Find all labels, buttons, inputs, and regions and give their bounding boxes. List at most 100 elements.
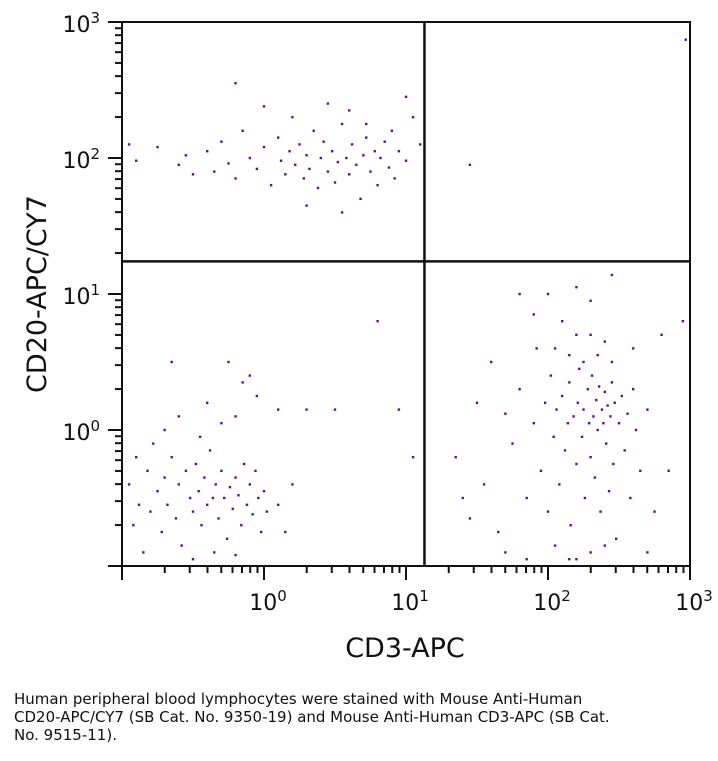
data-point: [326, 102, 330, 105]
data-point: [404, 159, 408, 162]
data-point: [552, 435, 555, 438]
data-point: [312, 129, 315, 132]
data-point: [404, 95, 408, 98]
data-point: [603, 390, 606, 394]
data-point: [248, 483, 251, 486]
data-point: [294, 163, 297, 166]
data-point: [365, 122, 368, 126]
data-point: [546, 292, 550, 296]
data-point: [184, 469, 188, 472]
data-point: [558, 483, 561, 486]
data-point: [197, 490, 200, 493]
data-point: [262, 105, 266, 108]
data-point: [127, 483, 131, 486]
data-point: [653, 510, 656, 513]
data-point: [497, 530, 500, 534]
data-point: [198, 435, 202, 438]
data-point: [535, 347, 538, 350]
data-point: [599, 510, 602, 513]
data-point: [580, 435, 584, 438]
data-point: [605, 442, 608, 445]
data-point: [184, 154, 188, 157]
data-point: [504, 551, 507, 554]
data-point: [553, 544, 557, 547]
data-point: [575, 558, 578, 561]
data-point: [137, 503, 141, 506]
flow-cytometry-scatter-plot: 100 101 102 103 100 101 102 103 CD3-APC CD20-AP…: [22, 9, 713, 664]
data-point: [316, 186, 320, 190]
data-point: [348, 109, 351, 112]
data-point: [156, 490, 159, 493]
data-point: [234, 476, 237, 479]
data-point: [620, 394, 624, 398]
data-point: [350, 143, 354, 146]
data-point: [634, 428, 638, 432]
data-point: [206, 401, 209, 404]
figure-caption: Human peripheral blood lymphocytes were …: [14, 690, 610, 744]
data-point: [166, 503, 169, 506]
data-point: [511, 442, 514, 445]
data-point: [681, 320, 685, 323]
data-point: [163, 428, 166, 432]
data-point: [255, 394, 259, 398]
data-point: [156, 145, 159, 149]
data-point: [355, 163, 358, 166]
data-point: [305, 154, 308, 157]
data-point: [234, 415, 237, 418]
data-point: [532, 313, 535, 316]
data-point: [578, 367, 581, 370]
data-point: [132, 524, 135, 527]
data-point: [376, 184, 379, 187]
data-point: [177, 483, 180, 486]
data-point: [555, 408, 558, 411]
data-point: [206, 150, 209, 153]
data-point: [376, 320, 379, 323]
data-point: [646, 408, 649, 411]
data-point: [163, 476, 166, 479]
data-point: [227, 162, 230, 165]
data-point: [614, 537, 618, 540]
data-points: [127, 38, 687, 561]
data-point: [214, 483, 217, 486]
data-point: [265, 510, 269, 513]
data-point: [606, 404, 609, 407]
data-point: [188, 496, 192, 500]
data-point: [595, 398, 598, 402]
data-point: [203, 476, 206, 479]
data-point: [490, 360, 493, 364]
data-point: [302, 177, 305, 180]
y-tick-label: 100: [62, 417, 100, 446]
data-point: [626, 412, 629, 415]
data-point: [586, 388, 589, 391]
data-point: [333, 408, 337, 411]
data-point: [603, 544, 606, 547]
data-point: [575, 333, 578, 336]
data-point: [566, 422, 570, 425]
data-point: [251, 513, 254, 516]
data-point: [279, 159, 283, 162]
data-point: [330, 150, 334, 153]
data-point: [142, 551, 145, 554]
data-point: [613, 401, 616, 404]
data-point: [340, 211, 344, 214]
data-point: [583, 496, 587, 500]
data-point: [174, 517, 178, 520]
data-point: [234, 553, 237, 557]
data-point: [593, 476, 597, 479]
data-point: [305, 408, 308, 411]
data-point: [322, 140, 325, 143]
data-point: [539, 469, 543, 472]
data-point: [387, 166, 391, 169]
data-point: [369, 170, 372, 173]
data-point: [568, 558, 571, 561]
data-point: [597, 385, 601, 388]
data-point: [592, 415, 595, 418]
data-point: [333, 181, 337, 184]
data-point: [277, 408, 280, 411]
data-point: [284, 530, 287, 534]
x-tick-label: 100: [249, 587, 287, 616]
data-point: [291, 483, 294, 486]
data-point: [575, 462, 578, 466]
data-point: [149, 510, 152, 513]
data-point: [206, 503, 209, 506]
